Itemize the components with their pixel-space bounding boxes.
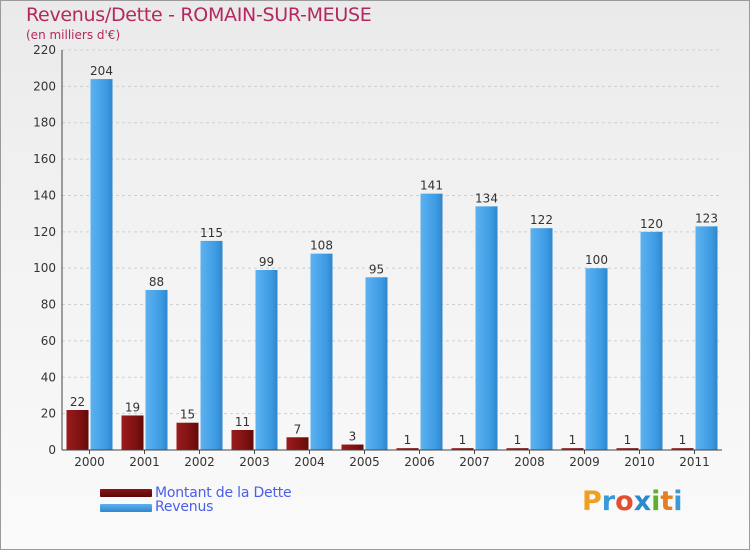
y-tick-label: 220 <box>33 43 56 57</box>
logo-letter: P <box>582 486 602 517</box>
x-tick-label: 2008 <box>514 455 545 469</box>
x-tick-label: 2005 <box>349 455 380 469</box>
debt-bar <box>561 448 584 450</box>
y-tick-label: 140 <box>33 188 56 202</box>
debt-value-label: 1 <box>459 433 467 447</box>
debt-bar <box>66 410 89 450</box>
x-tick-label: 2011 <box>679 455 710 469</box>
debt-bar <box>396 448 419 450</box>
x-tick-label: 2009 <box>569 455 600 469</box>
y-tick-label: 120 <box>33 225 56 239</box>
revenue-bar <box>420 193 443 451</box>
revenue-value-label: 141 <box>420 179 443 193</box>
revenue-bar <box>640 231 663 450</box>
legend-swatch-revenue <box>100 504 152 512</box>
revenue-value-label: 95 <box>369 262 384 276</box>
y-tick-label: 20 <box>41 407 56 421</box>
logo-letter: t <box>660 486 674 517</box>
revenue-bar <box>310 253 333 450</box>
revenue-value-label: 88 <box>149 275 164 289</box>
y-tick-label: 0 <box>48 443 56 457</box>
y-tick-label: 40 <box>41 370 56 384</box>
revenue-value-label: 123 <box>695 211 718 225</box>
debt-value-label: 1 <box>404 433 412 447</box>
y-tick-label: 200 <box>33 79 56 93</box>
debt-bar <box>616 448 639 450</box>
debt-bar <box>121 415 144 450</box>
revenue-value-label: 99 <box>259 255 274 269</box>
logo-letter: x <box>633 486 652 517</box>
revenue-value-label: 100 <box>585 253 608 267</box>
x-tick-label: 2002 <box>184 455 215 469</box>
legend-label-revenue: Revenus <box>155 499 214 515</box>
revenue-value-label: 108 <box>310 239 333 253</box>
debt-value-label: 3 <box>349 430 357 444</box>
revenue-value-label: 115 <box>200 226 223 240</box>
logo-letter: i <box>673 486 683 517</box>
revenue-bar <box>200 240 223 450</box>
debt-bar <box>176 422 199 450</box>
revenue-value-label: 134 <box>475 191 498 205</box>
x-tick-label: 2010 <box>624 455 655 469</box>
revenue-bar <box>530 228 553 450</box>
chart-title: Revenus/Dette - ROMAIN-SUR-MEUSE <box>26 4 372 26</box>
proxiti-logo: Proxiti <box>582 486 683 517</box>
revenue-bar <box>475 206 498 450</box>
debt-value-label: 11 <box>235 415 250 429</box>
x-tick-label: 2004 <box>294 455 325 469</box>
debt-value-label: 1 <box>624 433 632 447</box>
x-tick-label: 2003 <box>239 455 270 469</box>
x-tick-label: 2000 <box>74 455 105 469</box>
debt-value-label: 22 <box>70 395 85 409</box>
debt-value-label: 15 <box>180 408 195 422</box>
debt-bar <box>286 437 309 450</box>
revenue-value-label: 204 <box>90 64 113 78</box>
revenue-value-label: 120 <box>640 217 663 231</box>
revenue-bar <box>255 270 278 450</box>
y-tick-label: 180 <box>33 116 56 130</box>
y-tick-label: 100 <box>33 261 56 275</box>
debt-value-label: 7 <box>294 422 302 436</box>
logo-letter: o <box>615 486 634 517</box>
y-tick-label: 160 <box>33 152 56 166</box>
debt-bar <box>341 444 364 450</box>
x-tick-label: 2001 <box>129 455 160 469</box>
revenue-bar <box>585 268 608 450</box>
logo-letter: i <box>651 486 661 517</box>
logo-letter: r <box>601 486 616 517</box>
legend-swatch-debt <box>100 489 152 497</box>
debt-bar <box>231 430 254 450</box>
revenue-bar <box>365 277 388 450</box>
chart-subtitle: (en milliers d'€) <box>26 28 121 42</box>
y-tick-label: 60 <box>41 334 56 348</box>
legend-label-debt: Montant de la Dette <box>155 485 292 501</box>
revenue-bar <box>695 226 718 450</box>
debt-bar <box>671 448 694 450</box>
x-tick-label: 2006 <box>404 455 435 469</box>
debt-value-label: 1 <box>569 433 577 447</box>
revenue-bar <box>145 290 168 450</box>
revenue-value-label: 122 <box>530 213 553 227</box>
revenue-bar <box>90 79 113 450</box>
debt-value-label: 1 <box>514 433 522 447</box>
debt-bar <box>506 448 529 450</box>
debt-bar <box>451 448 474 450</box>
y-tick-label: 80 <box>41 298 56 312</box>
debt-value-label: 19 <box>125 400 140 414</box>
x-tick-label: 2007 <box>459 455 490 469</box>
debt-value-label: 1 <box>679 433 687 447</box>
